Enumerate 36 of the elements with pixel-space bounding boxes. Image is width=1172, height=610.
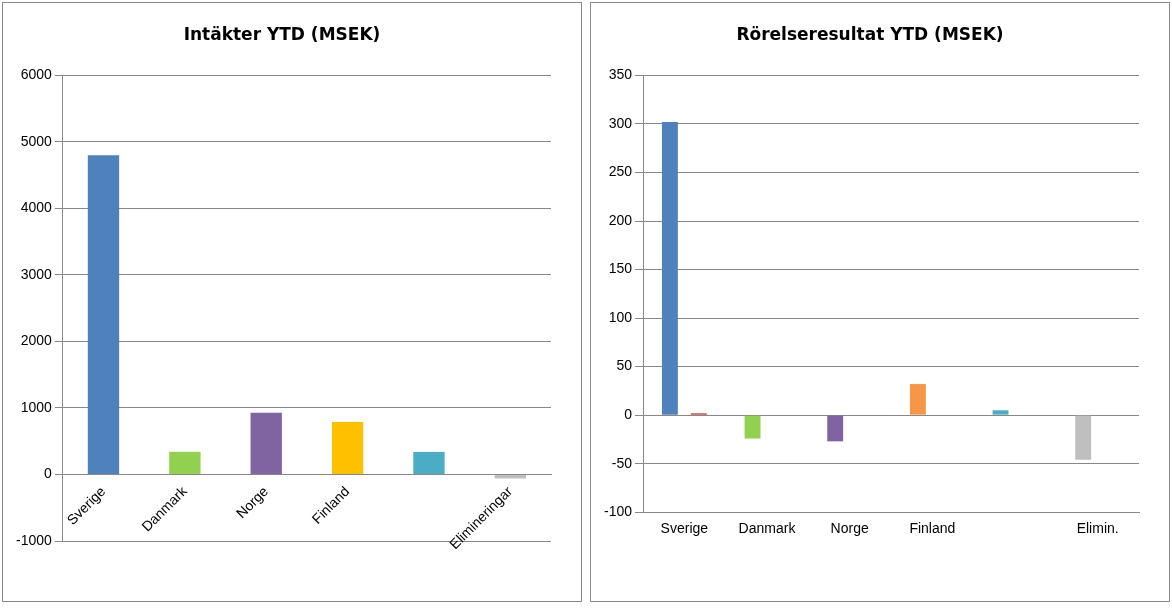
y-tick-label: 4000 [20, 199, 53, 216]
y-tick-label: -1000 [15, 531, 53, 548]
y-tick-label: 0 [44, 465, 53, 482]
y-tick-label: 200 [608, 211, 633, 228]
x-tick-label: Sverige [660, 520, 709, 537]
y-tick-label: -50 [611, 454, 633, 471]
y-tick-label: 3000 [20, 265, 53, 282]
bar [992, 410, 1009, 415]
y-tick-label: 300 [608, 114, 633, 131]
y-tick-label: 100 [608, 308, 633, 325]
bar [1075, 415, 1092, 460]
y-tick-label: 1000 [20, 398, 53, 415]
chart-title: Intäkter YTD (MSEK) [183, 23, 381, 44]
x-tick-label: Finland [909, 520, 956, 537]
bar [169, 451, 201, 474]
y-tick-label: -100 [603, 503, 633, 520]
bar [909, 384, 926, 415]
x-tick-label: Danmark [738, 520, 797, 537]
y-tick-label: 6000 [20, 66, 53, 83]
bar [250, 412, 282, 474]
y-tick-label: 250 [608, 163, 633, 180]
y-tick-label: 350 [608, 66, 633, 83]
bar [331, 421, 364, 474]
bar [87, 155, 120, 474]
chart-title: Rörelseresultat YTD (MSEK) [736, 23, 1004, 44]
y-tick-label: 150 [608, 260, 633, 277]
y-tick-label: 2000 [20, 332, 53, 349]
y-tick-label: 50 [616, 357, 633, 374]
bar [827, 415, 844, 442]
bar [413, 451, 445, 474]
y-tick-label: 5000 [20, 132, 53, 149]
bar [744, 415, 761, 439]
bar [661, 121, 678, 415]
x-tick-label: Norge [830, 520, 869, 537]
x-tick-label: Elimin. [1076, 520, 1119, 537]
y-tick-label: 0 [624, 405, 633, 422]
